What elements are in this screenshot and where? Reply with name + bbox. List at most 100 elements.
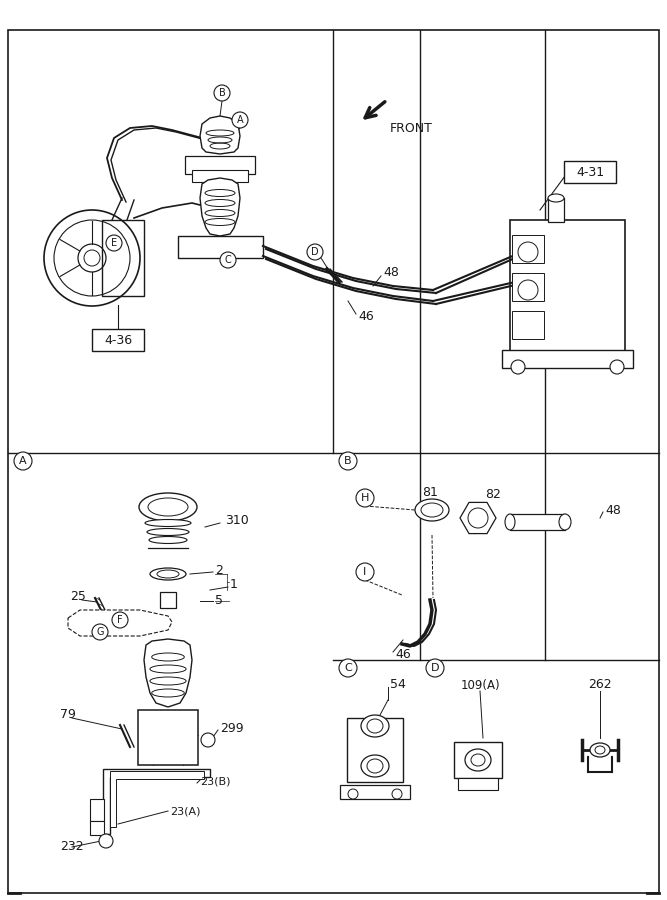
Text: B: B: [219, 88, 225, 98]
Bar: [512, 235, 544, 263]
Bar: [160, 592, 176, 608]
Text: 23(B): 23(B): [200, 776, 231, 786]
Text: 232: 232: [60, 841, 83, 853]
Bar: [502, 350, 633, 368]
Text: 48: 48: [605, 503, 621, 517]
Circle shape: [232, 112, 248, 128]
Ellipse shape: [505, 514, 515, 530]
Circle shape: [106, 235, 122, 251]
Ellipse shape: [145, 519, 191, 526]
Polygon shape: [200, 116, 240, 154]
Circle shape: [468, 508, 488, 528]
Ellipse shape: [471, 754, 485, 766]
Ellipse shape: [150, 568, 186, 580]
Text: 79: 79: [60, 708, 76, 722]
Ellipse shape: [590, 743, 610, 757]
Ellipse shape: [149, 536, 187, 544]
Polygon shape: [200, 178, 240, 236]
Ellipse shape: [157, 570, 179, 578]
Ellipse shape: [150, 665, 186, 673]
Text: 81: 81: [422, 485, 438, 499]
Bar: [510, 220, 625, 365]
Bar: [92, 329, 144, 351]
Text: 46: 46: [395, 649, 411, 662]
Ellipse shape: [151, 653, 184, 661]
Text: 48: 48: [383, 266, 399, 278]
Polygon shape: [460, 502, 496, 534]
Bar: [347, 718, 403, 782]
Ellipse shape: [421, 503, 443, 517]
Text: C: C: [344, 663, 352, 673]
Ellipse shape: [595, 746, 605, 754]
Text: 4-31: 4-31: [576, 166, 604, 178]
Circle shape: [511, 360, 525, 374]
Text: A: A: [19, 456, 27, 466]
Text: 25: 25: [70, 590, 86, 604]
Ellipse shape: [367, 759, 383, 773]
Text: G: G: [96, 627, 104, 637]
Bar: [548, 198, 564, 222]
Text: A: A: [237, 115, 243, 125]
Polygon shape: [68, 610, 172, 636]
Text: 299: 299: [220, 722, 243, 734]
Circle shape: [339, 452, 357, 470]
Circle shape: [356, 489, 374, 507]
Circle shape: [392, 789, 402, 799]
Text: D: D: [431, 663, 440, 673]
Ellipse shape: [367, 719, 383, 733]
Text: 4-36: 4-36: [104, 334, 132, 346]
Bar: [102, 220, 144, 296]
Circle shape: [112, 612, 128, 628]
Ellipse shape: [147, 528, 189, 536]
Polygon shape: [144, 639, 192, 707]
Ellipse shape: [150, 677, 186, 685]
Circle shape: [610, 360, 624, 374]
Circle shape: [348, 789, 358, 799]
Text: H: H: [361, 493, 370, 503]
Ellipse shape: [415, 499, 449, 521]
Bar: [138, 710, 198, 765]
Bar: [185, 156, 255, 174]
Circle shape: [220, 252, 236, 268]
Circle shape: [426, 659, 444, 677]
Circle shape: [99, 834, 113, 848]
Bar: [564, 161, 616, 183]
Ellipse shape: [361, 755, 389, 777]
Bar: [458, 778, 498, 790]
Ellipse shape: [361, 715, 389, 737]
Text: 54: 54: [390, 679, 406, 691]
Ellipse shape: [548, 194, 564, 202]
Text: 82: 82: [485, 489, 501, 501]
Text: E: E: [111, 238, 117, 248]
Text: D: D: [311, 247, 319, 257]
Ellipse shape: [559, 514, 571, 530]
Text: F: F: [117, 615, 123, 625]
Circle shape: [307, 244, 323, 260]
Text: 262: 262: [588, 679, 612, 691]
Text: 5: 5: [215, 593, 223, 607]
Bar: [340, 785, 410, 799]
Circle shape: [92, 624, 108, 640]
Text: I: I: [364, 567, 367, 577]
Bar: [178, 236, 263, 258]
Polygon shape: [110, 771, 204, 827]
Ellipse shape: [139, 493, 197, 521]
Circle shape: [356, 563, 374, 581]
Bar: [512, 311, 544, 339]
Text: 46: 46: [358, 310, 374, 322]
Bar: [90, 799, 104, 821]
Ellipse shape: [465, 749, 491, 771]
Circle shape: [214, 85, 230, 101]
Bar: [90, 821, 104, 835]
Bar: [192, 170, 248, 182]
Polygon shape: [103, 769, 210, 834]
Text: B: B: [344, 456, 352, 466]
Text: 109(A): 109(A): [460, 679, 500, 691]
Circle shape: [201, 733, 215, 747]
Ellipse shape: [151, 689, 184, 697]
Bar: [454, 742, 502, 778]
Bar: [512, 273, 544, 301]
Text: 23(A): 23(A): [170, 806, 201, 816]
Text: 1: 1: [230, 579, 238, 591]
Bar: [510, 514, 565, 530]
